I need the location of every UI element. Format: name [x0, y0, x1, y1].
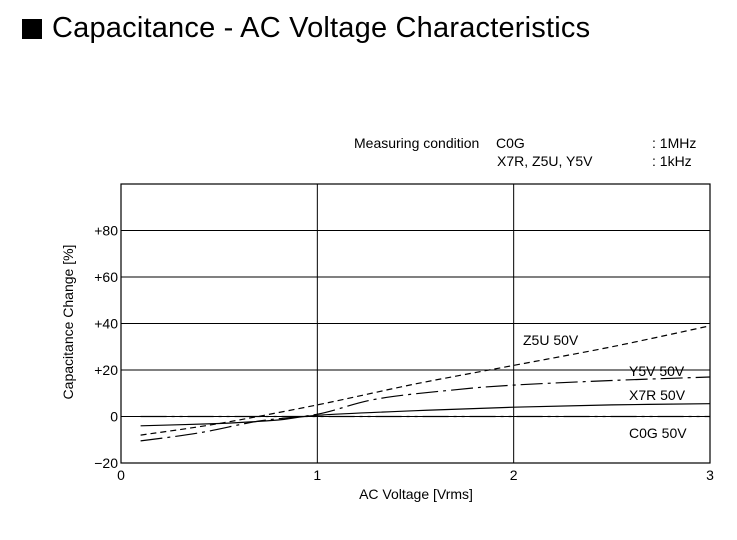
x-axis-title: AC Voltage [Vrms]	[359, 486, 473, 502]
x-tick-label: 2	[510, 467, 518, 483]
conditions-types-2: X7R, Z5U, Y5V	[497, 153, 593, 169]
y-tick-label: +40	[94, 316, 118, 332]
x-tick-label: 0	[117, 467, 125, 483]
y-tick-label: +60	[94, 269, 118, 285]
conditions-value-1: : 1MHz	[652, 135, 697, 151]
conditions-types-1: C0G	[496, 135, 525, 151]
y-tick-label: −20	[94, 455, 118, 471]
tick-labels: 0 1 2 3+80+60+40+200−20	[94, 223, 714, 484]
series-lines	[140, 325, 711, 442]
x-tick-label: 1	[313, 467, 321, 483]
series-line-2	[140, 403, 711, 427]
chart-grid	[120, 183, 711, 464]
y-axis-title: Capacitance Change [%]	[60, 245, 76, 400]
title-bullet-icon	[22, 18, 42, 39]
y-tick-label: +80	[94, 223, 118, 239]
series-label-c0g: C0G 50V	[629, 425, 687, 441]
page-title: Capacitance - AC Voltage Characteristics	[22, 12, 590, 45]
conditions-value-2: : 1kHz	[652, 153, 692, 169]
x-tick-label: 3	[706, 467, 714, 483]
series-label-y5v: Y5V 50V	[629, 363, 685, 379]
y-tick-label: +20	[94, 362, 118, 378]
conditions-heading: Measuring condition	[354, 135, 480, 151]
series-label-z5u: Z5U 50V	[523, 332, 579, 348]
series-line-1	[140, 376, 711, 442]
series-label-x7r: X7R 50V	[629, 387, 686, 403]
series-line-0	[140, 325, 711, 436]
y-tick-label: 0	[110, 409, 118, 425]
title-text: Capacitance - AC Voltage Characteristics	[52, 12, 591, 44]
